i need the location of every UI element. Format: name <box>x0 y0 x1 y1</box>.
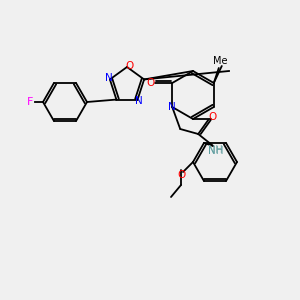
Text: O: O <box>208 112 216 122</box>
Text: NH: NH <box>208 145 223 155</box>
Text: N: N <box>135 96 142 106</box>
Text: O: O <box>177 170 185 180</box>
Text: NH: NH <box>208 146 224 156</box>
Text: O: O <box>126 61 134 71</box>
Text: F: F <box>27 97 33 107</box>
Text: Me: Me <box>212 56 227 66</box>
Text: O: O <box>146 78 154 88</box>
Text: N: N <box>105 74 113 83</box>
Text: N: N <box>168 102 176 112</box>
